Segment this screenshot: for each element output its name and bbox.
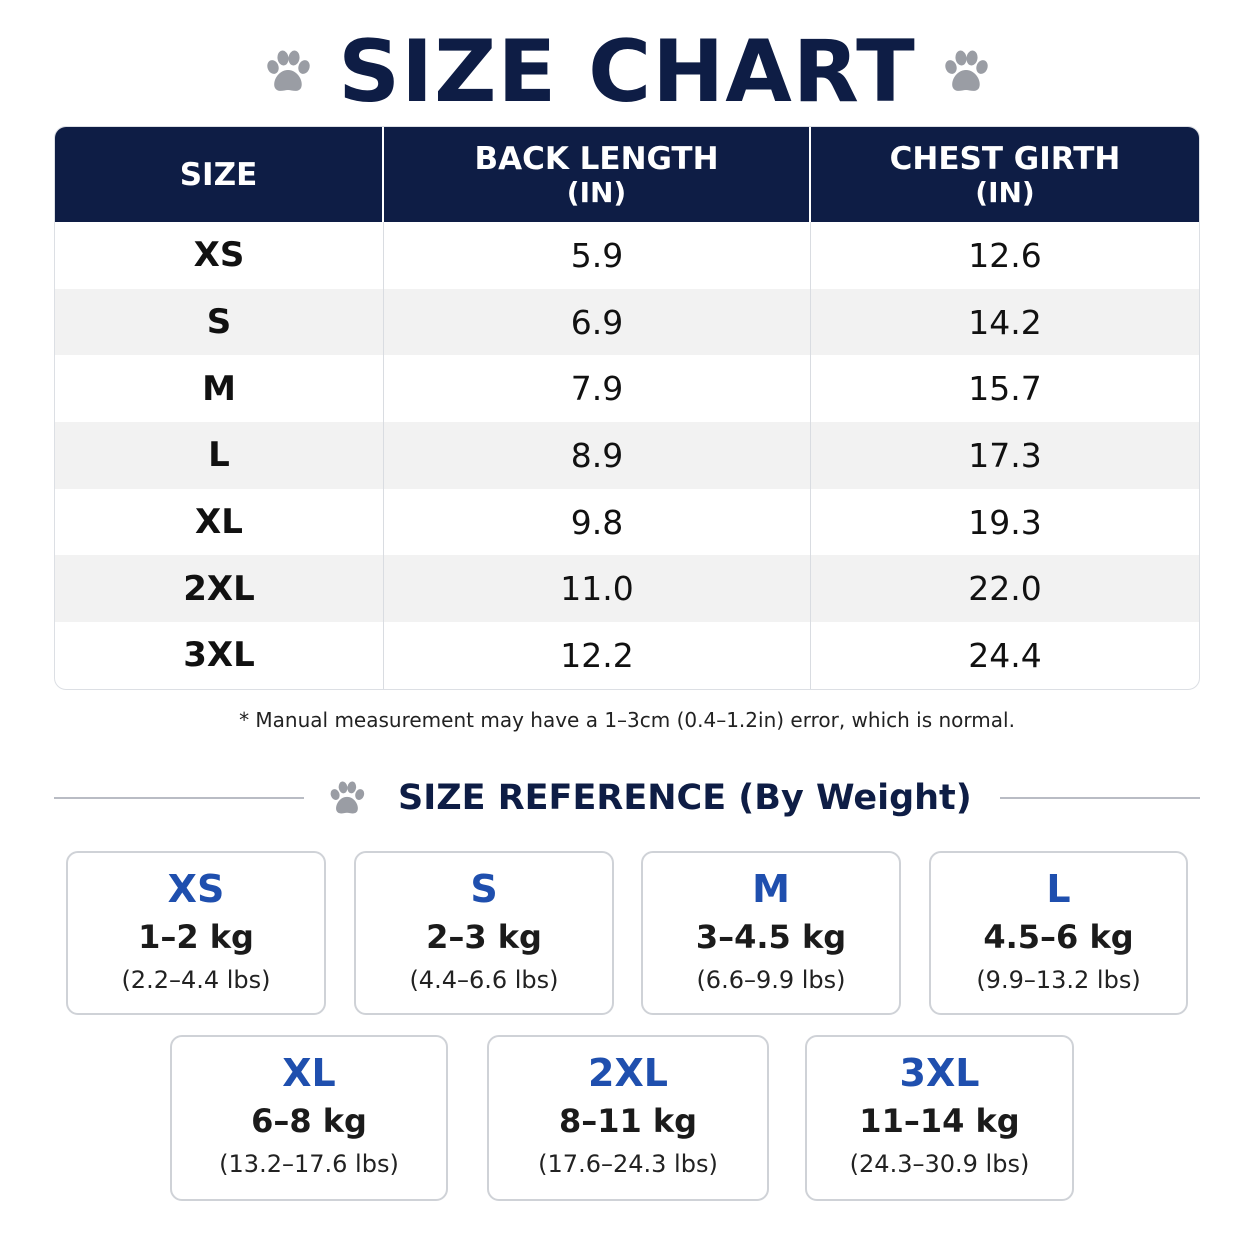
table-row: 3XL 12.2 24.4 bbox=[55, 622, 1199, 689]
cell-back-length: 6.9 bbox=[384, 288, 811, 356]
card-lbs: (9.9–13.2 lbs) bbox=[976, 966, 1141, 994]
card-lbs: (13.2–17.6 lbs) bbox=[219, 1150, 399, 1178]
paw-icon bbox=[328, 781, 366, 816]
cell-size: 2XL bbox=[55, 555, 384, 623]
table-header: SIZE BACK LENGTH (IN) CHEST GIRTH (IN) bbox=[55, 127, 1199, 222]
card-kg: 6–8 kg bbox=[251, 1102, 367, 1140]
card-lbs: (24.3–30.9 lbs) bbox=[849, 1150, 1030, 1178]
card-lbs: (17.6–24.3 lbs) bbox=[538, 1150, 718, 1178]
measurement-note: * Manual measurement may have a 1–3cm (0… bbox=[239, 708, 1015, 732]
card-lbs: (6.6–9.9 lbs) bbox=[696, 966, 846, 994]
reference-title: SIZE REFERENCE (By Weight) bbox=[398, 778, 972, 818]
cell-chest-girth: 12.6 bbox=[968, 235, 1042, 275]
divider bbox=[54, 797, 304, 799]
cell-chest-girth: 19.3 bbox=[968, 502, 1042, 542]
card-size: L bbox=[1046, 867, 1071, 911]
card-lbs: (2.2–4.4 lbs) bbox=[121, 966, 271, 994]
header-back-length-unit: (IN) bbox=[566, 175, 627, 209]
card-size: S bbox=[470, 867, 498, 911]
card-kg: 11–14 kg bbox=[859, 1102, 1020, 1140]
table-row: M 7.9 15.7 bbox=[55, 355, 1199, 423]
reference-heading: SIZE REFERENCE (By Weight) bbox=[54, 770, 1200, 826]
reference-title-group: SIZE REFERENCE (By Weight) bbox=[328, 778, 972, 818]
cell-size: S bbox=[55, 288, 384, 356]
paw-icon bbox=[264, 50, 312, 94]
size-table: SIZE BACK LENGTH (IN) CHEST GIRTH (IN) X… bbox=[54, 126, 1200, 690]
header-size-label: SIZE bbox=[179, 156, 258, 193]
header-chest-girth-label: CHEST GIRTH bbox=[889, 140, 1121, 177]
table-row: S 6.9 14.2 bbox=[55, 288, 1199, 356]
cell-back-length: 9.8 bbox=[384, 488, 811, 556]
card-kg: 8–11 kg bbox=[558, 1102, 698, 1140]
cell-size: XS bbox=[55, 222, 384, 289]
divider bbox=[999, 797, 1200, 799]
weight-card: S 2–3 kg (4.4–6.6 lbs) bbox=[354, 851, 614, 1015]
cell-back-length: 7.9 bbox=[384, 355, 811, 423]
table-body: XS 5.9 12.6 S 6.9 14.2 M 7.9 15.7 L 8.9 … bbox=[55, 222, 1199, 689]
weight-card: L 4.5–6 kg (9.9–13.2 lbs) bbox=[929, 851, 1188, 1015]
cell-chest-girth: 15.7 bbox=[968, 369, 1042, 409]
table-row: 2XL 11.0 22.0 bbox=[55, 555, 1199, 623]
paw-icon bbox=[942, 50, 990, 94]
cell-chest-girth: 22.0 bbox=[968, 569, 1042, 609]
weight-card: 2XL 8–11 kg (17.6–24.3 lbs) bbox=[487, 1035, 769, 1201]
table-row: L 8.9 17.3 bbox=[55, 422, 1199, 489]
cell-size: L bbox=[55, 422, 384, 489]
cell-back-length: 11.0 bbox=[384, 555, 811, 623]
header-back-length: BACK LENGTH (IN) bbox=[384, 127, 811, 222]
cell-back-length: 12.2 bbox=[384, 622, 811, 689]
card-size: 3XL bbox=[899, 1051, 980, 1095]
page-title: SIZE CHART bbox=[338, 22, 916, 122]
weight-card: M 3–4.5 kg (6.6–9.9 lbs) bbox=[641, 851, 901, 1015]
header-back-length-label: BACK LENGTH bbox=[474, 140, 719, 177]
header-chest-girth: CHEST GIRTH (IN) bbox=[811, 127, 1199, 222]
weight-card: 3XL 11–14 kg (24.3–30.9 lbs) bbox=[805, 1035, 1074, 1201]
weight-card: XL 6–8 kg (13.2–17.6 lbs) bbox=[170, 1035, 448, 1201]
card-kg: 4.5–6 kg bbox=[983, 918, 1134, 956]
cell-size: 3XL bbox=[55, 622, 384, 689]
card-size: XL bbox=[282, 1051, 336, 1095]
table-row: XL 9.8 19.3 bbox=[55, 488, 1199, 556]
table-row: XS 5.9 12.6 bbox=[55, 222, 1199, 289]
cell-chest-girth: 17.3 bbox=[968, 435, 1042, 475]
title-row: SIZE CHART bbox=[0, 22, 1254, 122]
card-kg: 2–3 kg bbox=[426, 918, 542, 956]
cell-chest-girth: 24.4 bbox=[968, 635, 1042, 675]
header-chest-girth-unit: (IN) bbox=[975, 175, 1035, 209]
card-size: XS bbox=[167, 867, 225, 911]
card-size: M bbox=[752, 867, 790, 911]
card-kg: 1–2 kg bbox=[138, 918, 254, 956]
card-kg: 3–4.5 kg bbox=[695, 918, 847, 956]
card-lbs: (4.4–6.6 lbs) bbox=[409, 966, 559, 994]
card-size: 2XL bbox=[588, 1051, 668, 1095]
cell-back-length: 8.9 bbox=[384, 422, 811, 489]
cell-back-length: 5.9 bbox=[384, 222, 811, 289]
cell-size: XL bbox=[55, 488, 384, 556]
cell-chest-girth: 14.2 bbox=[968, 302, 1042, 342]
cell-size: M bbox=[55, 355, 384, 423]
header-size: SIZE bbox=[55, 127, 384, 222]
weight-card: XS 1–2 kg (2.2–4.4 lbs) bbox=[66, 851, 326, 1015]
